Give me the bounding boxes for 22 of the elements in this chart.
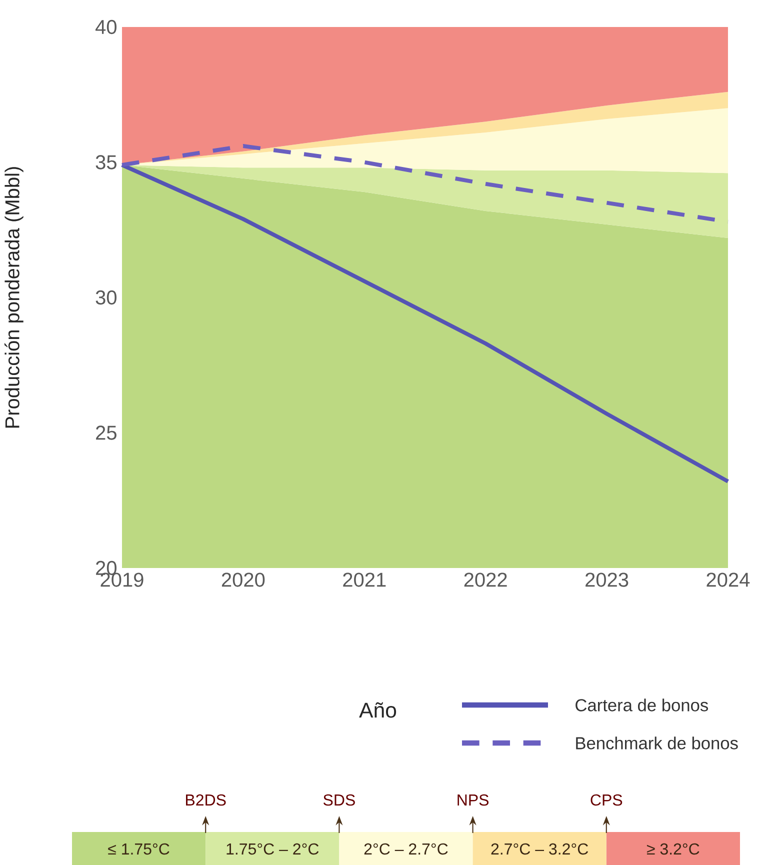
text: 2°C – 2.7°C [364, 843, 448, 855]
y-tick-label: 30 [96, 290, 116, 305]
x-tick-label: 2023 [586, 572, 628, 587]
text: 2.7°C – 3.2°C [491, 843, 588, 855]
x-tick-label: 2024 [706, 572, 750, 587]
text: SDS [323, 794, 355, 806]
text: Año [359, 702, 396, 718]
y-axis-title: Producción ponderada (Mbbl) [4, 167, 24, 428]
text: B2DS [186, 794, 226, 806]
x-tick-label: 2022 [464, 572, 507, 587]
text: CPS [590, 794, 622, 806]
legend-label: Benchmark de bonos [576, 736, 738, 750]
x-tick-label: 2021 [343, 572, 386, 587]
text: 1.75°C – 2°C [226, 843, 319, 855]
text: NPS [458, 794, 488, 806]
text: ≥ 3.2°C [646, 843, 700, 855]
x-tick-label: 2020 [222, 572, 265, 587]
y-tick-label: 35 [96, 155, 116, 170]
y-tick-label: 25 [96, 426, 116, 440]
y-tick-label: 40 [96, 20, 116, 34]
legend-label: Cartera de bonos [576, 698, 708, 712]
text: ≤ 1.75°C [108, 843, 170, 855]
